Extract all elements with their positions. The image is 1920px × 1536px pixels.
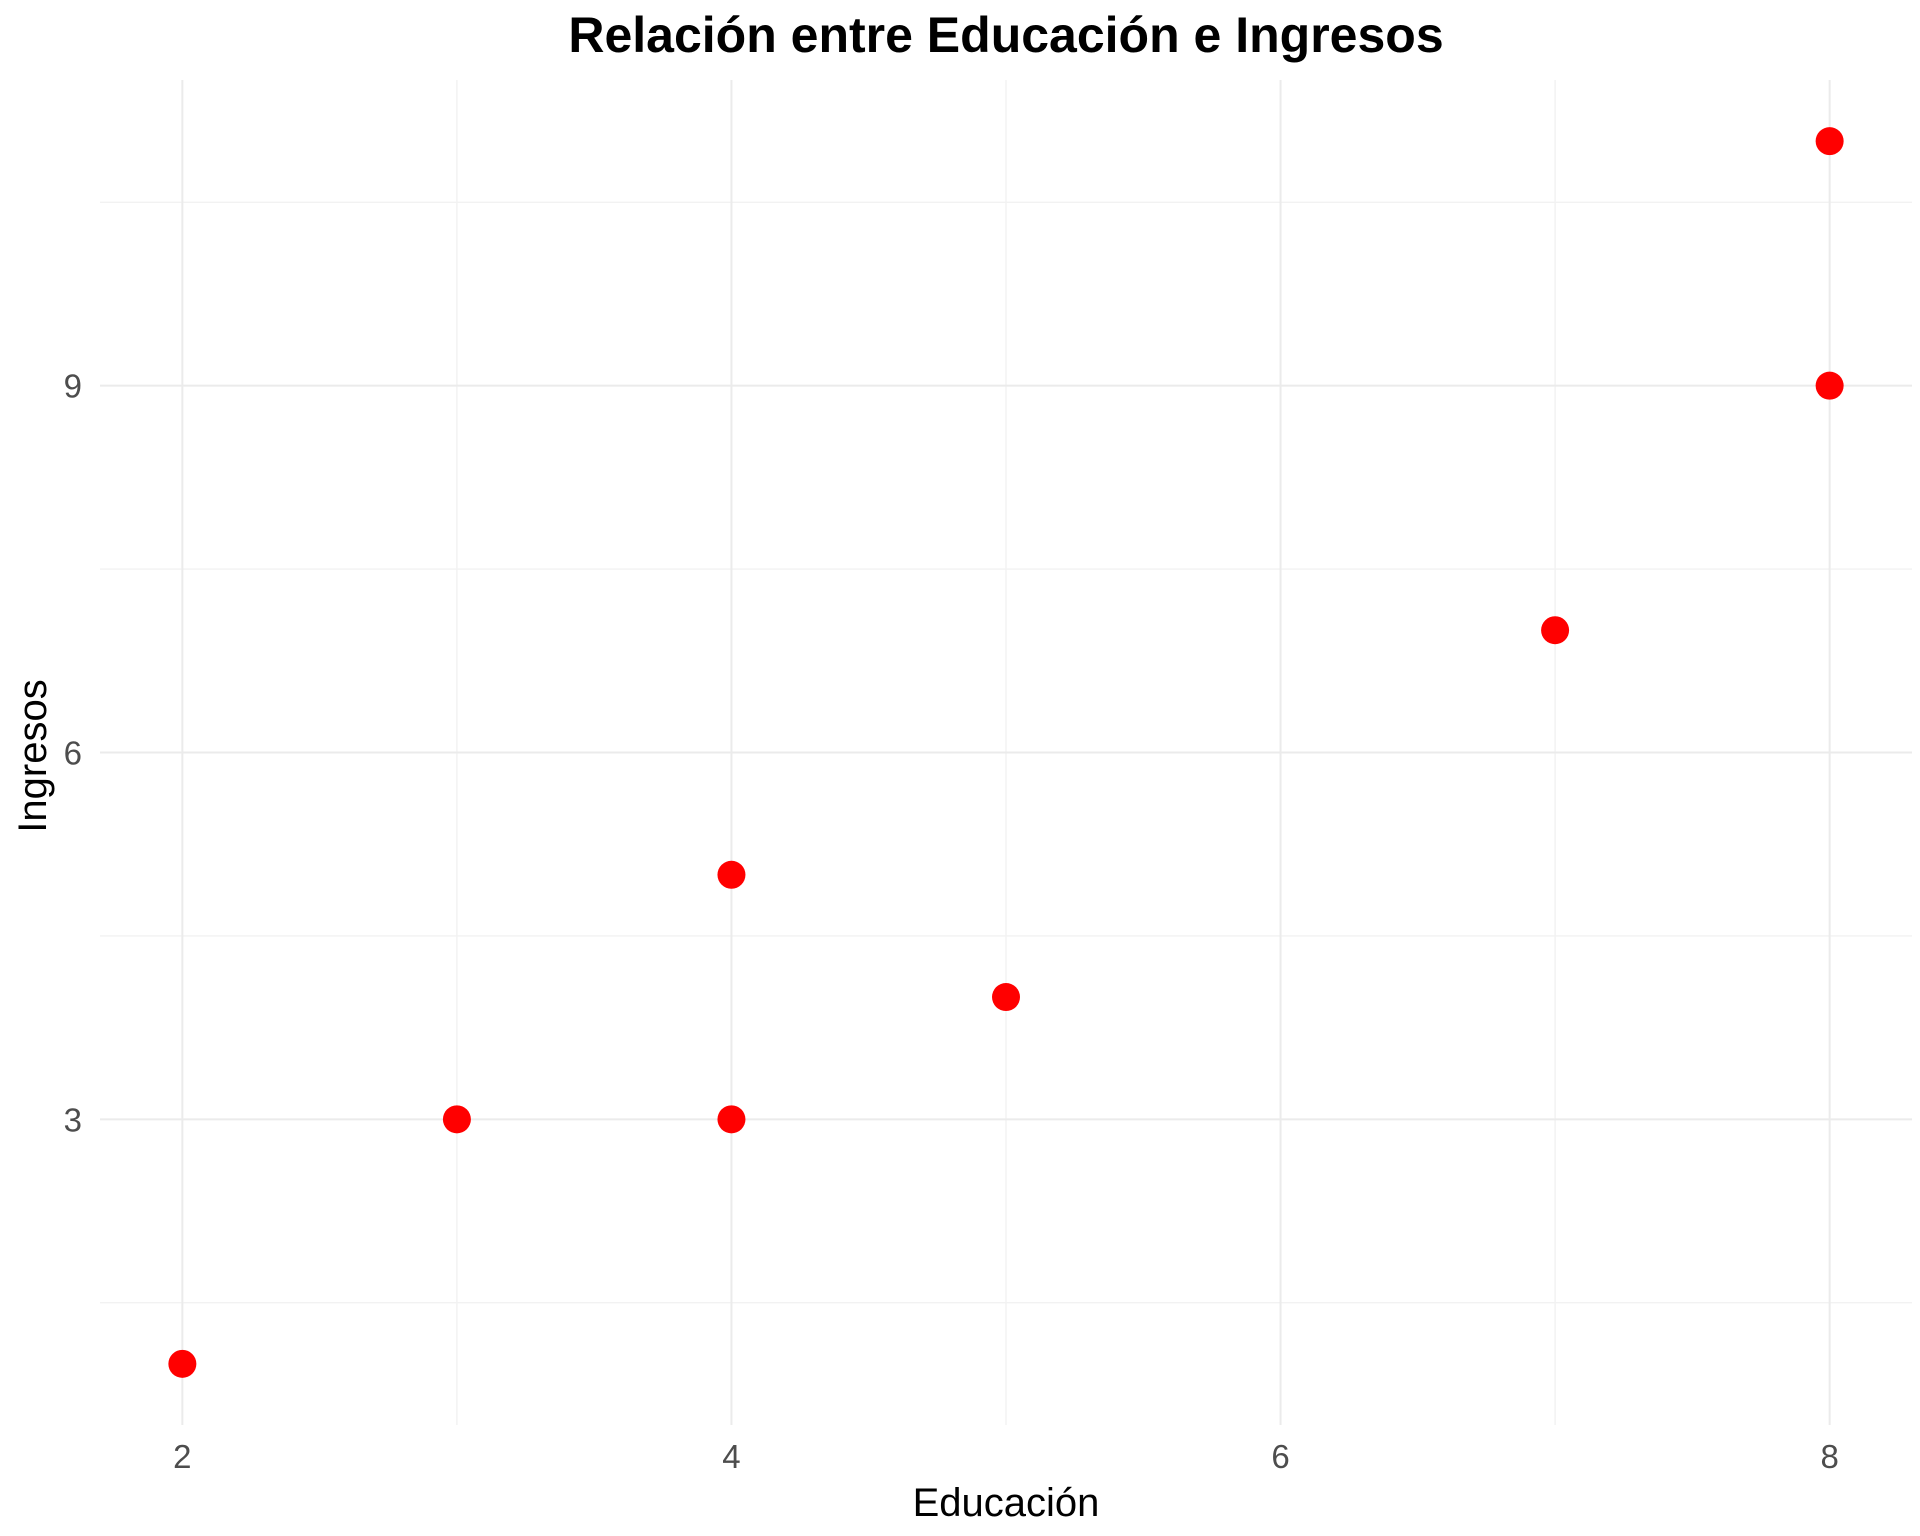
data-points bbox=[168, 127, 1844, 1378]
y-tick-label: 3 bbox=[64, 1101, 82, 1138]
data-point bbox=[717, 860, 746, 889]
grid-lines bbox=[100, 80, 1912, 1425]
x-tick-label: 8 bbox=[1820, 1438, 1838, 1475]
x-tick-label: 2 bbox=[173, 1438, 191, 1475]
y-tick-label: 6 bbox=[64, 735, 82, 772]
x-tick-label: 6 bbox=[1271, 1438, 1289, 1475]
tick-labels: 2 4 6 8 3 6 9 bbox=[64, 368, 1839, 1475]
y-axis-title: Ingresos bbox=[11, 679, 55, 832]
data-point bbox=[1815, 127, 1844, 156]
data-point bbox=[1815, 371, 1844, 400]
y-tick-label: 9 bbox=[64, 368, 82, 405]
data-point bbox=[168, 1349, 197, 1378]
chart-title: Relación entre Educación e Ingresos bbox=[568, 7, 1443, 63]
data-point bbox=[992, 983, 1020, 1012]
x-tick-label: 4 bbox=[722, 1438, 740, 1475]
data-point bbox=[717, 1105, 746, 1134]
data-point bbox=[442, 1105, 471, 1134]
x-axis-title: Educación bbox=[913, 1481, 1100, 1525]
data-point bbox=[1541, 616, 1570, 645]
